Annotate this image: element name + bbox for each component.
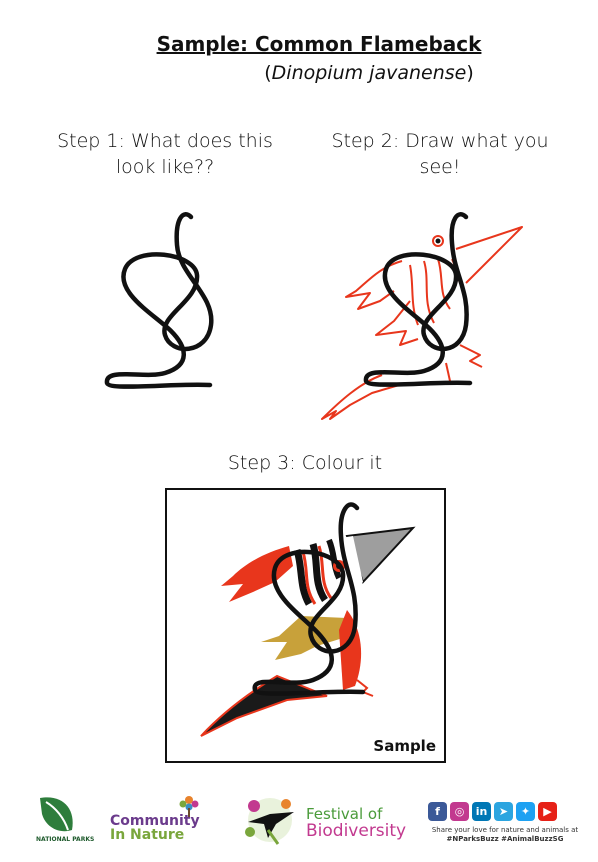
twitter-icon[interactable]: ✦ [516,802,535,821]
step-2-label: Step 2: Draw what you see! [331,130,549,178]
species-name: Dinopium javanense [271,62,467,84]
hashtags: #NParksBuzz #AnimalBuzzSG [446,835,564,843]
page-title: Sample: Common Flameback [156,32,482,56]
coloured-bird-drawing [200,502,416,737]
festival-of-biodiversity-logo: Festival of Biodiversity [306,805,407,841]
social-media-icons: f ◎ in ➤ ✦ ▶ [428,802,557,821]
facebook-icon[interactable]: f [428,802,447,821]
footer-logos: NATIONAL PARKS Community In Nature Festi… [0,790,598,850]
national-parks-logo [40,797,73,832]
festival-of-biodiversity-emblem [245,798,294,845]
sample-label: Sample [373,737,436,755]
step-3-label: Step 3: Colour it [227,452,383,474]
species-subtitle: (Dinopium javanense) [264,62,474,84]
squiggle-drawing [104,212,214,389]
telegram-icon[interactable]: ➤ [494,802,513,821]
youtube-icon[interactable]: ▶ [538,802,557,821]
community-in-nature-logo: Community In Nature [110,813,200,843]
share-message: Share your love for nature and animals a… [420,826,590,844]
coloured-sample-frame: Sample [165,488,446,763]
step-1-label: Step 1: What does this look like?? [57,130,273,178]
outline-bird-drawing [321,212,523,420]
instagram-icon[interactable]: ◎ [450,802,469,821]
community-in-nature-tree-icon [179,796,199,817]
linkedin-icon[interactable]: in [472,802,491,821]
national-parks-text: NATIONAL PARKS [36,836,95,843]
